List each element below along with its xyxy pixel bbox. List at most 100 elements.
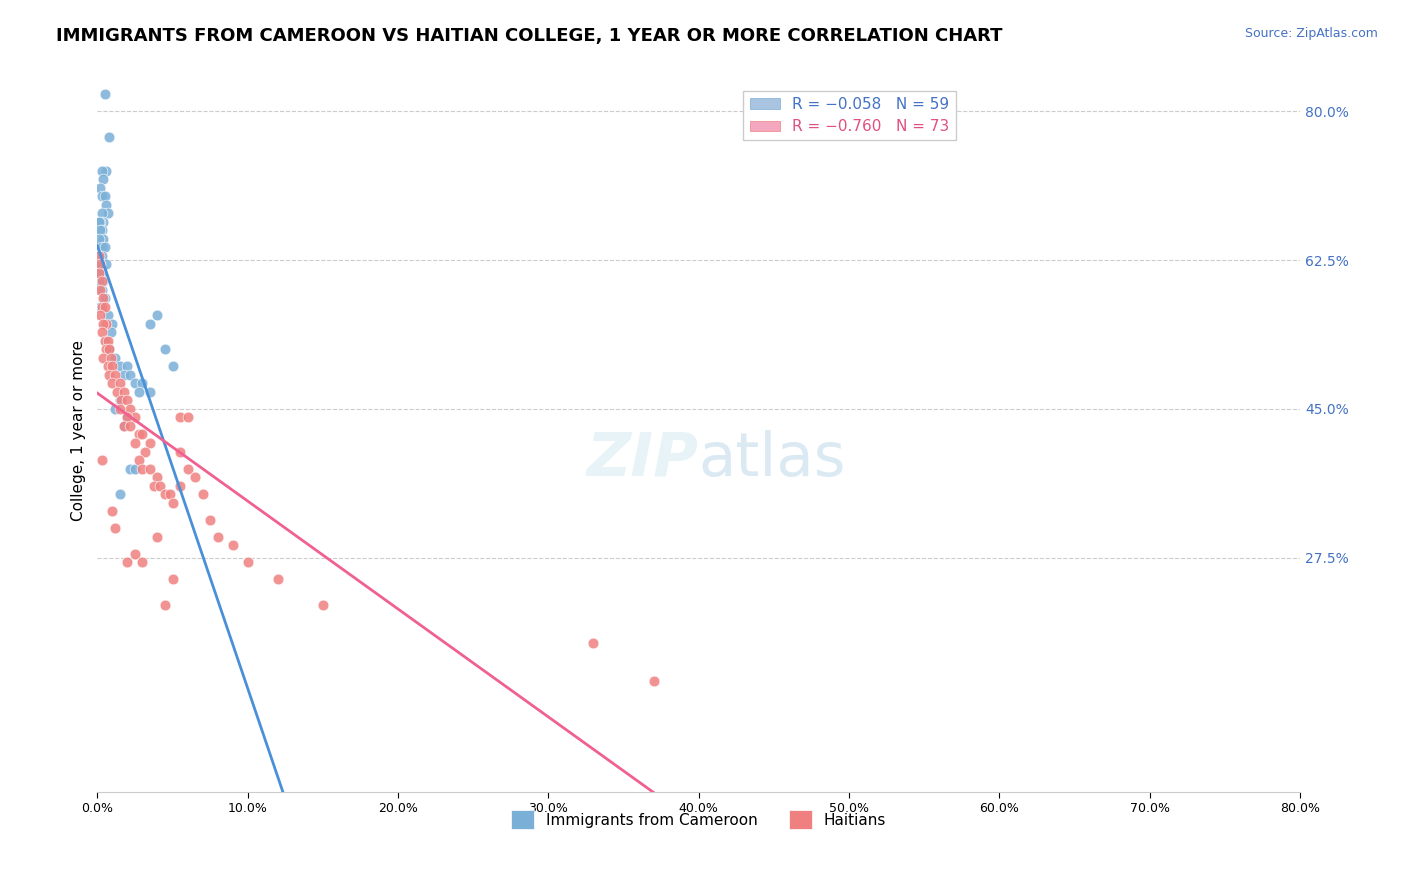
Point	[104, 401, 127, 416]
Point	[162, 359, 184, 374]
Point	[153, 598, 176, 612]
Point	[104, 351, 127, 365]
Point	[117, 410, 139, 425]
Point	[87, 266, 110, 280]
Point	[96, 257, 118, 271]
Point	[96, 317, 118, 331]
Point	[169, 410, 191, 425]
Point	[191, 487, 214, 501]
Point	[89, 180, 111, 194]
Point	[90, 453, 112, 467]
Point	[94, 334, 117, 348]
Text: atlas: atlas	[699, 430, 846, 489]
Point	[87, 215, 110, 229]
Point	[131, 555, 153, 569]
Point	[139, 317, 162, 331]
Point	[93, 232, 115, 246]
Point	[101, 376, 124, 391]
Point	[90, 266, 112, 280]
Point	[93, 291, 115, 305]
Point	[97, 309, 120, 323]
Point	[87, 249, 110, 263]
Point	[94, 300, 117, 314]
Point	[108, 487, 131, 501]
Point	[267, 572, 290, 586]
Point	[97, 334, 120, 348]
Point	[131, 376, 153, 391]
Point	[169, 444, 191, 458]
Point	[94, 87, 117, 101]
Point	[139, 384, 162, 399]
Point	[90, 240, 112, 254]
Point	[169, 478, 191, 492]
Point	[124, 436, 146, 450]
Point	[93, 172, 115, 186]
Point	[112, 419, 135, 434]
Point	[90, 283, 112, 297]
Point	[143, 478, 166, 492]
Point	[221, 538, 243, 552]
Point	[96, 334, 118, 348]
Point	[94, 291, 117, 305]
Text: ZIP: ZIP	[586, 430, 699, 489]
Point	[100, 326, 122, 340]
Point	[90, 300, 112, 314]
Point	[98, 368, 121, 382]
Point	[89, 300, 111, 314]
Point	[131, 461, 153, 475]
Point	[582, 636, 605, 650]
Point	[87, 274, 110, 288]
Point	[159, 487, 181, 501]
Point	[89, 223, 111, 237]
Point	[98, 343, 121, 357]
Point	[162, 572, 184, 586]
Point	[146, 530, 169, 544]
Point	[162, 495, 184, 509]
Point	[87, 249, 110, 263]
Point	[120, 401, 142, 416]
Point	[104, 521, 127, 535]
Point	[153, 487, 176, 501]
Point	[93, 317, 115, 331]
Point	[124, 376, 146, 391]
Point	[124, 461, 146, 475]
Point	[89, 283, 111, 297]
Point	[90, 326, 112, 340]
Point	[90, 163, 112, 178]
Point	[90, 223, 112, 237]
Point	[124, 547, 146, 561]
Point	[104, 368, 127, 382]
Point	[153, 343, 176, 357]
Point	[128, 384, 150, 399]
Point	[139, 461, 162, 475]
Point	[89, 309, 111, 323]
Point	[120, 419, 142, 434]
Point	[89, 274, 111, 288]
Point	[149, 478, 172, 492]
Point	[108, 401, 131, 416]
Point	[146, 470, 169, 484]
Point	[93, 274, 115, 288]
Point	[89, 257, 111, 271]
Point	[87, 266, 110, 280]
Point	[120, 368, 142, 382]
Point	[94, 240, 117, 254]
Point	[96, 197, 118, 211]
Point	[236, 555, 259, 569]
Point	[93, 215, 115, 229]
Point	[108, 376, 131, 391]
Point	[100, 351, 122, 365]
Point	[643, 674, 665, 689]
Point	[90, 189, 112, 203]
Point	[128, 427, 150, 442]
Text: IMMIGRANTS FROM CAMEROON VS HAITIAN COLLEGE, 1 YEAR OR MORE CORRELATION CHART: IMMIGRANTS FROM CAMEROON VS HAITIAN COLL…	[56, 27, 1002, 45]
Point	[89, 257, 111, 271]
Point	[108, 359, 131, 374]
Point	[146, 309, 169, 323]
Point	[139, 436, 162, 450]
Point	[112, 368, 135, 382]
Point	[87, 257, 110, 271]
Point	[117, 393, 139, 408]
Point	[112, 384, 135, 399]
Point	[134, 444, 156, 458]
